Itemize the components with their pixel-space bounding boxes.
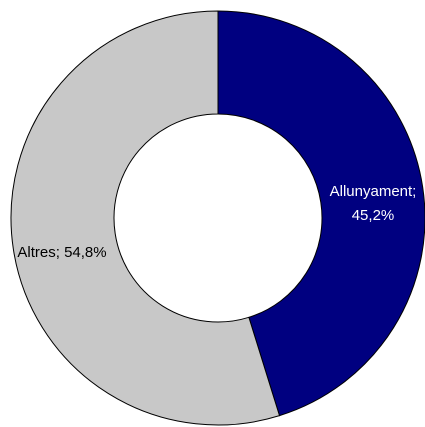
slice-allunyament [217,10,425,417]
slice-label-allunyament: Allunyament; 45,2% [330,183,417,224]
slice-altres [10,10,281,426]
slice-labels: Allunyament; 45,2% Altres; 54,8% [17,183,416,261]
slice-label-altres: Altres; 54,8% [17,244,106,261]
donut-slices [10,10,425,426]
